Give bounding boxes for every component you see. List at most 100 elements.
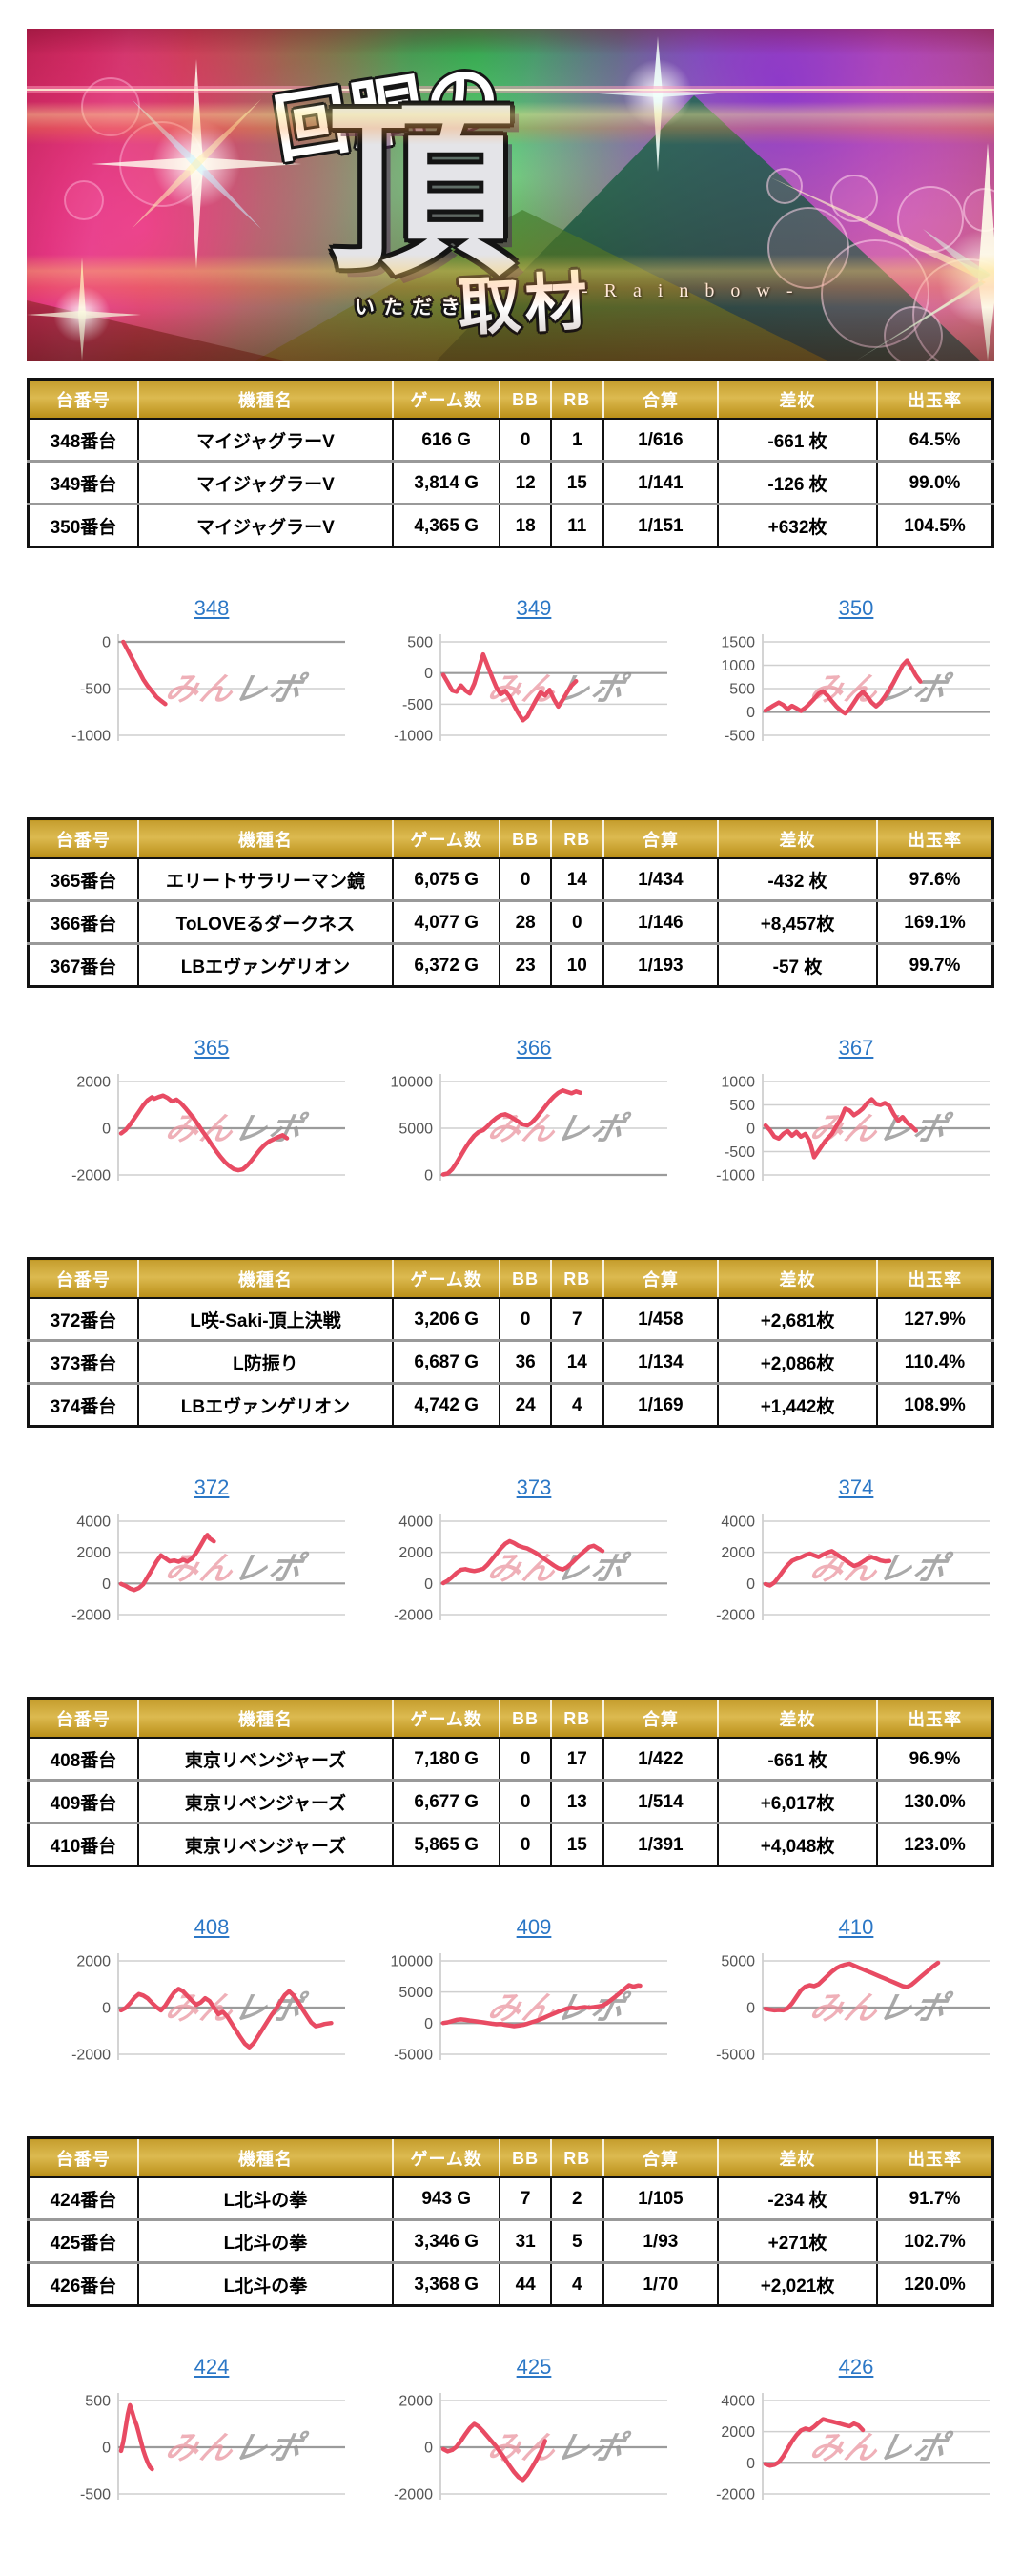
cell-rb: 7 xyxy=(549,1298,603,1341)
table-row: 425番台 L北斗の拳 3,346 G 31 5 1/93 +271枚 102.7% xyxy=(28,2218,993,2263)
column-header: 機種名 xyxy=(136,379,394,420)
y-axis-tick-label: -5000 xyxy=(394,2048,433,2064)
cell-diff-medals: +6,017枚 xyxy=(717,1779,878,1824)
cell-model-name: LBエヴァンゲリオン xyxy=(136,942,394,987)
cell-machine-number: 425番台 xyxy=(28,2218,138,2263)
cell-machine-number: 426番台 xyxy=(28,2261,138,2306)
machine-number-link[interactable]: 350 xyxy=(838,596,874,620)
table-header-row: 台番号 機種名 ゲーム数 BB RB 合算 差枚 出玉率 xyxy=(28,1258,993,1299)
graph-line xyxy=(440,1088,583,1177)
minrepo-watermark: みんレポ xyxy=(162,1990,311,2027)
cell-game-count: 7,180 G xyxy=(392,1738,500,1781)
cell-game-count: 6,677 G xyxy=(392,1779,500,1824)
starburst-left xyxy=(92,59,301,269)
cell-model-name: L北斗の拳 xyxy=(136,2177,394,2220)
cell-rb: 5 xyxy=(549,2218,603,2263)
column-header: ゲーム数 xyxy=(392,379,500,420)
cell-machine-number: 372番台 xyxy=(28,1298,138,1341)
y-axis-tick-label: 4000 xyxy=(721,1515,755,1531)
column-header: BB xyxy=(499,1698,551,1739)
cell-model-name: 東京リベンジャーズ xyxy=(136,1738,394,1781)
graph-line xyxy=(118,1093,290,1173)
y-axis-tick-label: 0 xyxy=(746,705,755,721)
cell-payout-rate: 102.7% xyxy=(876,2218,993,2263)
machine-number-link[interactable]: 409 xyxy=(516,1915,552,1939)
machine-number-link[interactable]: 349 xyxy=(516,596,552,620)
slump-graph: 0 -500 -1000 みんレポ xyxy=(71,634,345,745)
cell-game-count: 3,368 G xyxy=(392,2261,500,2306)
cell-bb: 0 xyxy=(499,1779,551,1824)
machine-number-link[interactable]: 424 xyxy=(194,2355,230,2379)
machine-number-link[interactable]: 426 xyxy=(838,2355,874,2379)
cell-rb: 11 xyxy=(549,503,603,547)
cell-bb: 0 xyxy=(499,858,551,901)
table-header-row: 台番号 機種名 ゲーム数 BB RB 合算 差枚 出玉率 xyxy=(28,379,993,420)
banner-artwork xyxy=(27,36,994,361)
machine-number-link[interactable]: 367 xyxy=(838,1036,874,1060)
y-axis-tick-label: 1000 xyxy=(721,1075,755,1091)
charts-row: 408 2000 0 -2000 みんレポ 409 10000 5000 0 -5000 みんレポ 4… xyxy=(27,1915,994,2068)
column-header: 差枚 xyxy=(717,818,878,859)
table-row: 426番台 L北斗の拳 3,368 G 44 4 1/70 +2,021枚 120.0% xyxy=(28,2261,993,2306)
machine-number-link[interactable]: 425 xyxy=(516,2355,552,2379)
cell-game-count: 6,075 G xyxy=(392,858,500,901)
table-row: 349番台 マイジャグラーV 3,814 G 12 15 1/141 -126 枚 99.0% xyxy=(28,460,993,505)
table-header-row: 台番号 機種名 ゲーム数 BB RB 合算 差枚 出玉率 xyxy=(28,2137,993,2178)
y-axis-tick-label: 5000 xyxy=(398,1985,433,2001)
machine-number-link[interactable]: 410 xyxy=(838,1915,874,1939)
cell-diff-medals: -432 枚 xyxy=(717,858,878,901)
y-axis-tick-label: -500 xyxy=(725,729,755,745)
cell-game-count: 4,365 G xyxy=(392,503,500,547)
cell-combined-rate: 1/422 xyxy=(602,1738,719,1781)
minrepo-watermark: みんレポ xyxy=(807,1111,955,1147)
cell-bb: 24 xyxy=(499,1382,551,1427)
chart-block: 410 5000 0 -5000 みんレポ xyxy=(671,1915,993,2068)
cell-diff-medals: -661 枚 xyxy=(717,1738,878,1781)
y-axis-tick-label: 5000 xyxy=(721,1954,755,1970)
cell-payout-rate: 91.7% xyxy=(876,2177,993,2220)
minrepo-watermark: みんレポ xyxy=(162,2430,311,2466)
machine-group-section: 台番号 機種名 ゲーム数 BB RB 合算 差枚 出玉率 372番台 L咲-Saki-頂上決戦 3,… xyxy=(27,1257,994,1628)
cell-rb: 14 xyxy=(549,1339,603,1384)
machine-number-link[interactable]: 408 xyxy=(194,1915,230,1939)
column-header: BB xyxy=(499,1258,551,1299)
table-row: 350番台 マイジャグラーV 4,365 G 18 11 1/151 +632枚 104.5% xyxy=(28,503,993,547)
cell-rb: 14 xyxy=(549,858,603,901)
column-header: 合算 xyxy=(602,818,719,859)
y-axis-tick-label: -2000 xyxy=(71,1168,111,1185)
y-axis-tick-label: 500 xyxy=(729,1098,755,1114)
y-axis-tick-label: -2000 xyxy=(394,2487,433,2504)
cell-machine-number: 374番台 xyxy=(28,1382,138,1427)
column-header: ゲーム数 xyxy=(392,818,500,859)
machine-number-link[interactable]: 373 xyxy=(516,1475,552,1499)
cell-rb: 15 xyxy=(549,1822,603,1866)
machine-number-link[interactable]: 374 xyxy=(838,1475,874,1499)
column-header: 出玉率 xyxy=(876,1258,993,1299)
charts-row: 372 4000 2000 0 -2000 みんレポ 373 4000 2000 0 -2000 みん… xyxy=(27,1475,994,1628)
slump-graph: 5000 0 -5000 みんレポ xyxy=(716,1953,990,2064)
cell-bb: 28 xyxy=(499,899,551,944)
y-axis-tick-label: 1000 xyxy=(721,658,755,674)
cell-machine-number: 409番台 xyxy=(28,1779,138,1824)
y-axis-tick-label: -2000 xyxy=(71,1608,111,1624)
cell-machine-number: 367番台 xyxy=(28,942,138,987)
cell-rb: 15 xyxy=(549,460,603,505)
cell-machine-number: 348番台 xyxy=(28,419,138,462)
cell-combined-rate: 1/458 xyxy=(602,1298,719,1341)
slump-graph: 4000 2000 0 -2000 みんレポ xyxy=(71,1514,345,1624)
cell-rb: 2 xyxy=(549,2177,603,2220)
cell-diff-medals: +632枚 xyxy=(717,503,878,547)
y-axis-tick-label: -500 xyxy=(725,1144,755,1161)
machine-number-link[interactable]: 366 xyxy=(516,1036,552,1060)
cell-diff-medals: +271枚 xyxy=(717,2218,878,2263)
cell-payout-rate: 123.0% xyxy=(876,1822,993,1866)
y-axis-tick-label: 4000 xyxy=(76,1515,111,1531)
machine-number-link[interactable]: 348 xyxy=(194,596,230,620)
y-axis-tick-label: -500 xyxy=(402,697,433,713)
machine-number-link[interactable]: 372 xyxy=(194,1475,230,1499)
cell-bb: 36 xyxy=(499,1339,551,1384)
machine-number-link[interactable]: 365 xyxy=(194,1036,230,1060)
